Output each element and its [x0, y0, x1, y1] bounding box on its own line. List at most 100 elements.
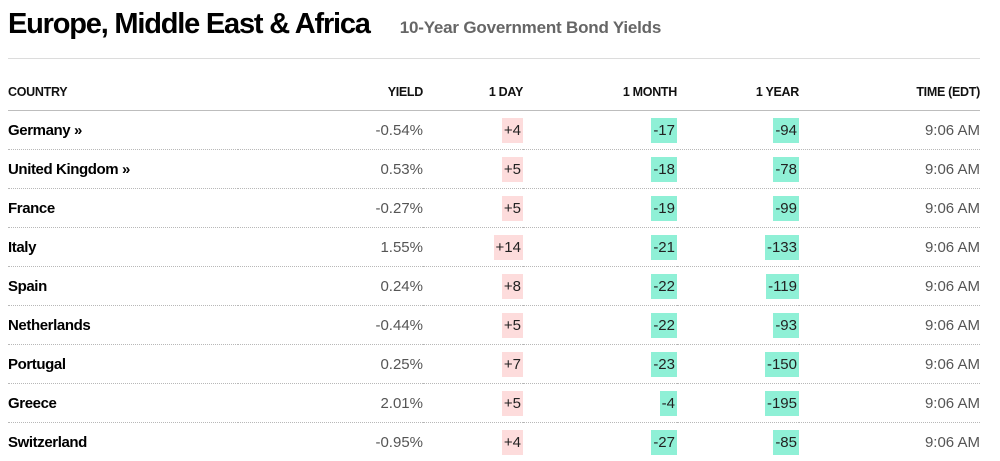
yield-cell: 0.53% — [238, 150, 423, 189]
column-header-country: COUNTRY — [8, 74, 238, 111]
one-month-cell: -4 — [523, 384, 677, 423]
one-day-change-badge: +5 — [502, 313, 523, 338]
one-day-cell: +5 — [423, 150, 523, 189]
one-month-cell: -18 — [523, 150, 677, 189]
one-year-change-badge: -99 — [773, 196, 799, 221]
one-month-change-badge: -22 — [651, 274, 677, 299]
header-divider — [8, 58, 980, 59]
time-cell: 9:06 AM — [799, 150, 980, 189]
one-day-change-badge: +4 — [502, 118, 523, 143]
one-month-cell: -23 — [523, 345, 677, 384]
one-year-change-badge: -94 — [773, 118, 799, 143]
one-year-cell: -94 — [677, 111, 799, 150]
yield-cell: 2.01% — [238, 384, 423, 423]
one-year-change-badge: -78 — [773, 157, 799, 182]
column-header-1-month: 1 MONTH — [523, 74, 677, 111]
country-name-cell: Italy — [8, 228, 238, 267]
country-name-cell: Greece — [8, 384, 238, 423]
one-year-cell: -195 — [677, 384, 799, 423]
one-year-change-badge: -195 — [765, 391, 799, 416]
one-month-change-badge: -21 — [651, 235, 677, 260]
one-year-change-badge: -133 — [765, 235, 799, 260]
one-day-cell: +7 — [423, 345, 523, 384]
one-month-cell: -17 — [523, 111, 677, 150]
one-month-cell: -27 — [523, 423, 677, 461]
country-name-cell: Netherlands — [8, 306, 238, 345]
yield-cell: 0.25% — [238, 345, 423, 384]
one-year-cell: -93 — [677, 306, 799, 345]
one-day-cell: +5 — [423, 189, 523, 228]
table-header-row: COUNTRY YIELD 1 DAY 1 MONTH 1 YEAR TIME … — [8, 74, 980, 111]
one-day-change-badge: +4 — [502, 430, 523, 455]
one-day-change-badge: +5 — [502, 157, 523, 182]
one-year-cell: -150 — [677, 345, 799, 384]
time-cell: 9:06 AM — [799, 306, 980, 345]
column-header-1-day: 1 DAY — [423, 74, 523, 111]
one-month-change-badge: -27 — [651, 430, 677, 455]
column-header-yield: YIELD — [238, 74, 423, 111]
one-year-cell: -119 — [677, 267, 799, 306]
one-year-change-badge: -119 — [766, 274, 799, 299]
page-header: Europe, Middle East & Africa 10-Year Gov… — [8, 8, 980, 48]
country-link-cell[interactable]: Germany » — [8, 111, 238, 150]
page-title: Europe, Middle East & Africa — [8, 8, 370, 41]
country-name-cell: France — [8, 189, 238, 228]
one-day-cell: +5 — [423, 306, 523, 345]
time-cell: 9:06 AM — [799, 228, 980, 267]
one-day-change-badge: +7 — [502, 352, 523, 377]
time-cell: 9:06 AM — [799, 189, 980, 228]
one-month-change-badge: -22 — [651, 313, 677, 338]
column-header-time: TIME (EDT) — [799, 74, 980, 111]
column-header-1-year: 1 YEAR — [677, 74, 799, 111]
page-subtitle: 10-Year Government Bond Yields — [400, 18, 661, 38]
time-cell: 9:06 AM — [799, 111, 980, 150]
one-day-cell: +4 — [423, 423, 523, 461]
one-year-change-badge: -85 — [773, 430, 799, 455]
one-year-cell: -99 — [677, 189, 799, 228]
yield-cell: 0.24% — [238, 267, 423, 306]
yield-cell: 1.55% — [238, 228, 423, 267]
time-cell: 9:06 AM — [799, 384, 980, 423]
one-month-cell: -22 — [523, 306, 677, 345]
country-name-cell: Spain — [8, 267, 238, 306]
yield-cell: -0.44% — [238, 306, 423, 345]
one-year-cell: -133 — [677, 228, 799, 267]
one-month-change-badge: -23 — [651, 352, 677, 377]
one-year-cell: -78 — [677, 150, 799, 189]
one-day-cell: +5 — [423, 384, 523, 423]
yield-cell: -0.54% — [238, 111, 423, 150]
yield-cell: -0.95% — [238, 423, 423, 461]
one-year-change-badge: -93 — [773, 313, 799, 338]
bond-yields-table: COUNTRY YIELD 1 DAY 1 MONTH 1 YEAR TIME … — [8, 74, 980, 461]
time-cell: 9:06 AM — [799, 267, 980, 306]
one-month-cell: -19 — [523, 189, 677, 228]
country-link-cell[interactable]: United Kingdom » — [8, 150, 238, 189]
one-day-change-badge: +14 — [494, 235, 523, 260]
one-day-change-badge: +8 — [502, 274, 523, 299]
country-name-cell: Portugal — [8, 345, 238, 384]
one-month-change-badge: -19 — [651, 196, 677, 221]
one-day-cell: +4 — [423, 111, 523, 150]
one-month-change-badge: -4 — [660, 391, 677, 416]
time-cell: 9:06 AM — [799, 423, 980, 461]
one-day-cell: +14 — [423, 228, 523, 267]
country-name-cell: Switzerland — [8, 423, 238, 461]
one-month-cell: -21 — [523, 228, 677, 267]
one-month-change-badge: -18 — [651, 157, 677, 182]
one-month-cell: -22 — [523, 267, 677, 306]
yield-cell: -0.27% — [238, 189, 423, 228]
one-day-cell: +8 — [423, 267, 523, 306]
one-year-change-badge: -150 — [765, 352, 799, 377]
one-month-change-badge: -17 — [651, 118, 677, 143]
one-year-cell: -85 — [677, 423, 799, 461]
